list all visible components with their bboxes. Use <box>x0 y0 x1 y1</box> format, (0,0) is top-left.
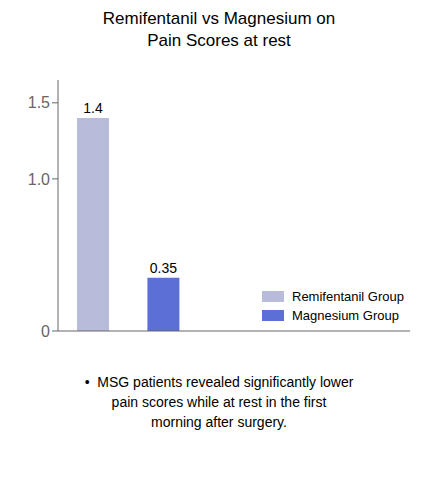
svg-text:0: 0 <box>41 323 50 340</box>
svg-text:0.35: 0.35 <box>150 260 177 276</box>
html-text:morning after surgery.: morning after surgery. <box>151 414 287 430</box>
svg-text:1.4: 1.4 <box>83 100 103 116</box>
html-text:Magnesium Group: Magnesium Group <box>292 308 399 323</box>
html-text:Remifentanil Group: Remifentanil Group <box>292 289 404 304</box>
html-text:Remifentanil vs Magnesium on P: Remifentanil vs Magnesium on Pain Scores… <box>102 9 336 50</box>
svg-text:1.5: 1.5 <box>28 94 50 111</box>
html-text:pain scores while at rest in t: pain scores while at rest in the first <box>111 394 327 410</box>
html-text:• MSG patients revealed signif: • MSG patients revealed significantly lo… <box>84 374 354 390</box>
svg-text:1.0: 1.0 <box>28 171 50 188</box>
